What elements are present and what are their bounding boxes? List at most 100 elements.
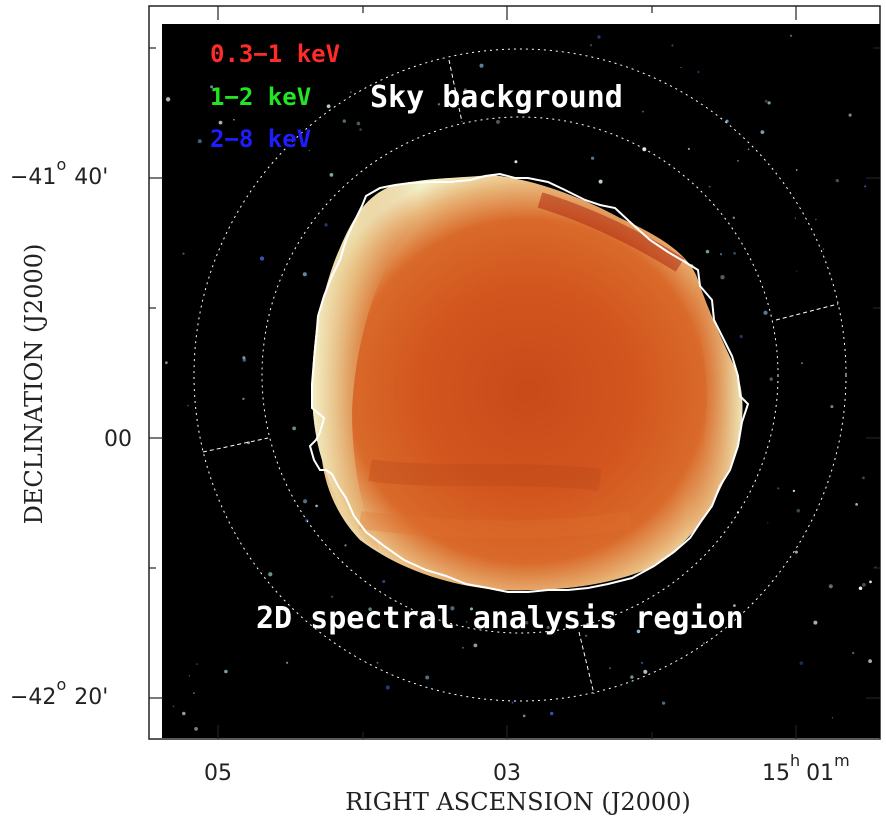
star-point [194,727,198,731]
star-point [315,504,318,508]
star-point [725,119,729,123]
legend-item-medium: 1−2 keV [210,83,311,111]
star-point [702,642,706,645]
star-point [165,97,171,102]
star-point [705,249,710,254]
star-point [733,252,736,255]
star-point [794,217,797,219]
star-point [342,119,346,123]
star-point [268,572,273,577]
supernova-remnant [312,175,743,591]
star-point [719,253,723,256]
star-point [828,584,833,589]
star-point [764,99,768,103]
sector-divider [448,59,463,123]
star-point [767,522,769,524]
star-point [789,34,793,37]
star-point [862,582,866,587]
star-point [747,148,750,151]
star-point [303,499,308,504]
outer-boundary-circle [193,48,847,702]
star-point [546,625,550,629]
star-point [210,85,214,89]
star-point [473,643,478,648]
star-point [848,113,852,117]
star-point [643,669,648,674]
star-point [286,661,289,664]
star-point [292,426,296,431]
star-point [308,149,311,152]
star-point [524,620,529,625]
star-point [514,160,518,164]
star-point [470,607,473,611]
star-point [265,613,268,616]
star-point [196,663,198,665]
star-point [193,692,195,694]
x-tick-label: 05 [204,761,232,786]
star-point [182,711,186,716]
star-point [792,489,796,493]
y-axis-label: DECLINATION (J2000) [20,244,48,525]
sky-background-label: Sky background [370,80,623,115]
x-tick-label: 15h01m [762,751,850,786]
star-point [769,377,773,381]
star-point [326,104,331,109]
star-point [855,503,858,506]
star-point [813,620,818,625]
star-point [187,404,189,407]
star-point [796,508,801,513]
star-point [197,139,202,144]
star-point [224,669,228,674]
star-point [522,714,526,718]
star-point [767,101,771,105]
star-point [188,675,191,677]
star-point [425,675,430,680]
star-point [799,661,804,665]
x-tick-label: 03 [493,761,521,786]
star-point [385,685,390,690]
remnant-outline [308,172,750,593]
star-point [324,223,328,227]
star-point [794,550,798,554]
star-point [549,711,554,716]
y-tick-label: −41o40' [10,155,108,190]
star-point [437,103,441,106]
sector-divider [578,631,595,695]
star-point [242,356,246,360]
legend-item-soft: 0.3−1 keV [210,40,340,68]
y-tick-label: 00 [104,427,132,452]
star-point [585,634,588,637]
star-point [822,248,825,250]
star-point [511,701,514,704]
star-point [172,705,175,708]
star-point [359,128,362,131]
axis-ticks [149,6,880,739]
star-point [182,252,185,255]
star-point [450,606,455,611]
star-point [830,405,834,409]
star-point [462,647,464,649]
star-point [218,120,223,125]
star-point [589,44,593,47]
star-point [796,270,798,272]
star-point [732,216,735,219]
star-point [259,256,265,261]
star-point [382,579,386,584]
star-point [636,629,641,634]
y-tick-label: −42o20' [10,675,108,710]
star-point [739,334,743,339]
star-point [869,580,872,584]
star-point [642,110,644,113]
star-point [687,147,690,150]
star-point [368,607,372,611]
star-point [760,130,765,135]
star-point [329,173,334,177]
star-point [590,156,595,160]
analysis-region-label: 2D spectral analysis region [256,601,744,636]
star-point [815,218,817,221]
star-point [720,275,725,280]
star-point [737,160,739,162]
star-point [852,651,855,655]
energy-legend: 0.3−1 keV 1−2 keV 2−8 keV [210,40,340,153]
